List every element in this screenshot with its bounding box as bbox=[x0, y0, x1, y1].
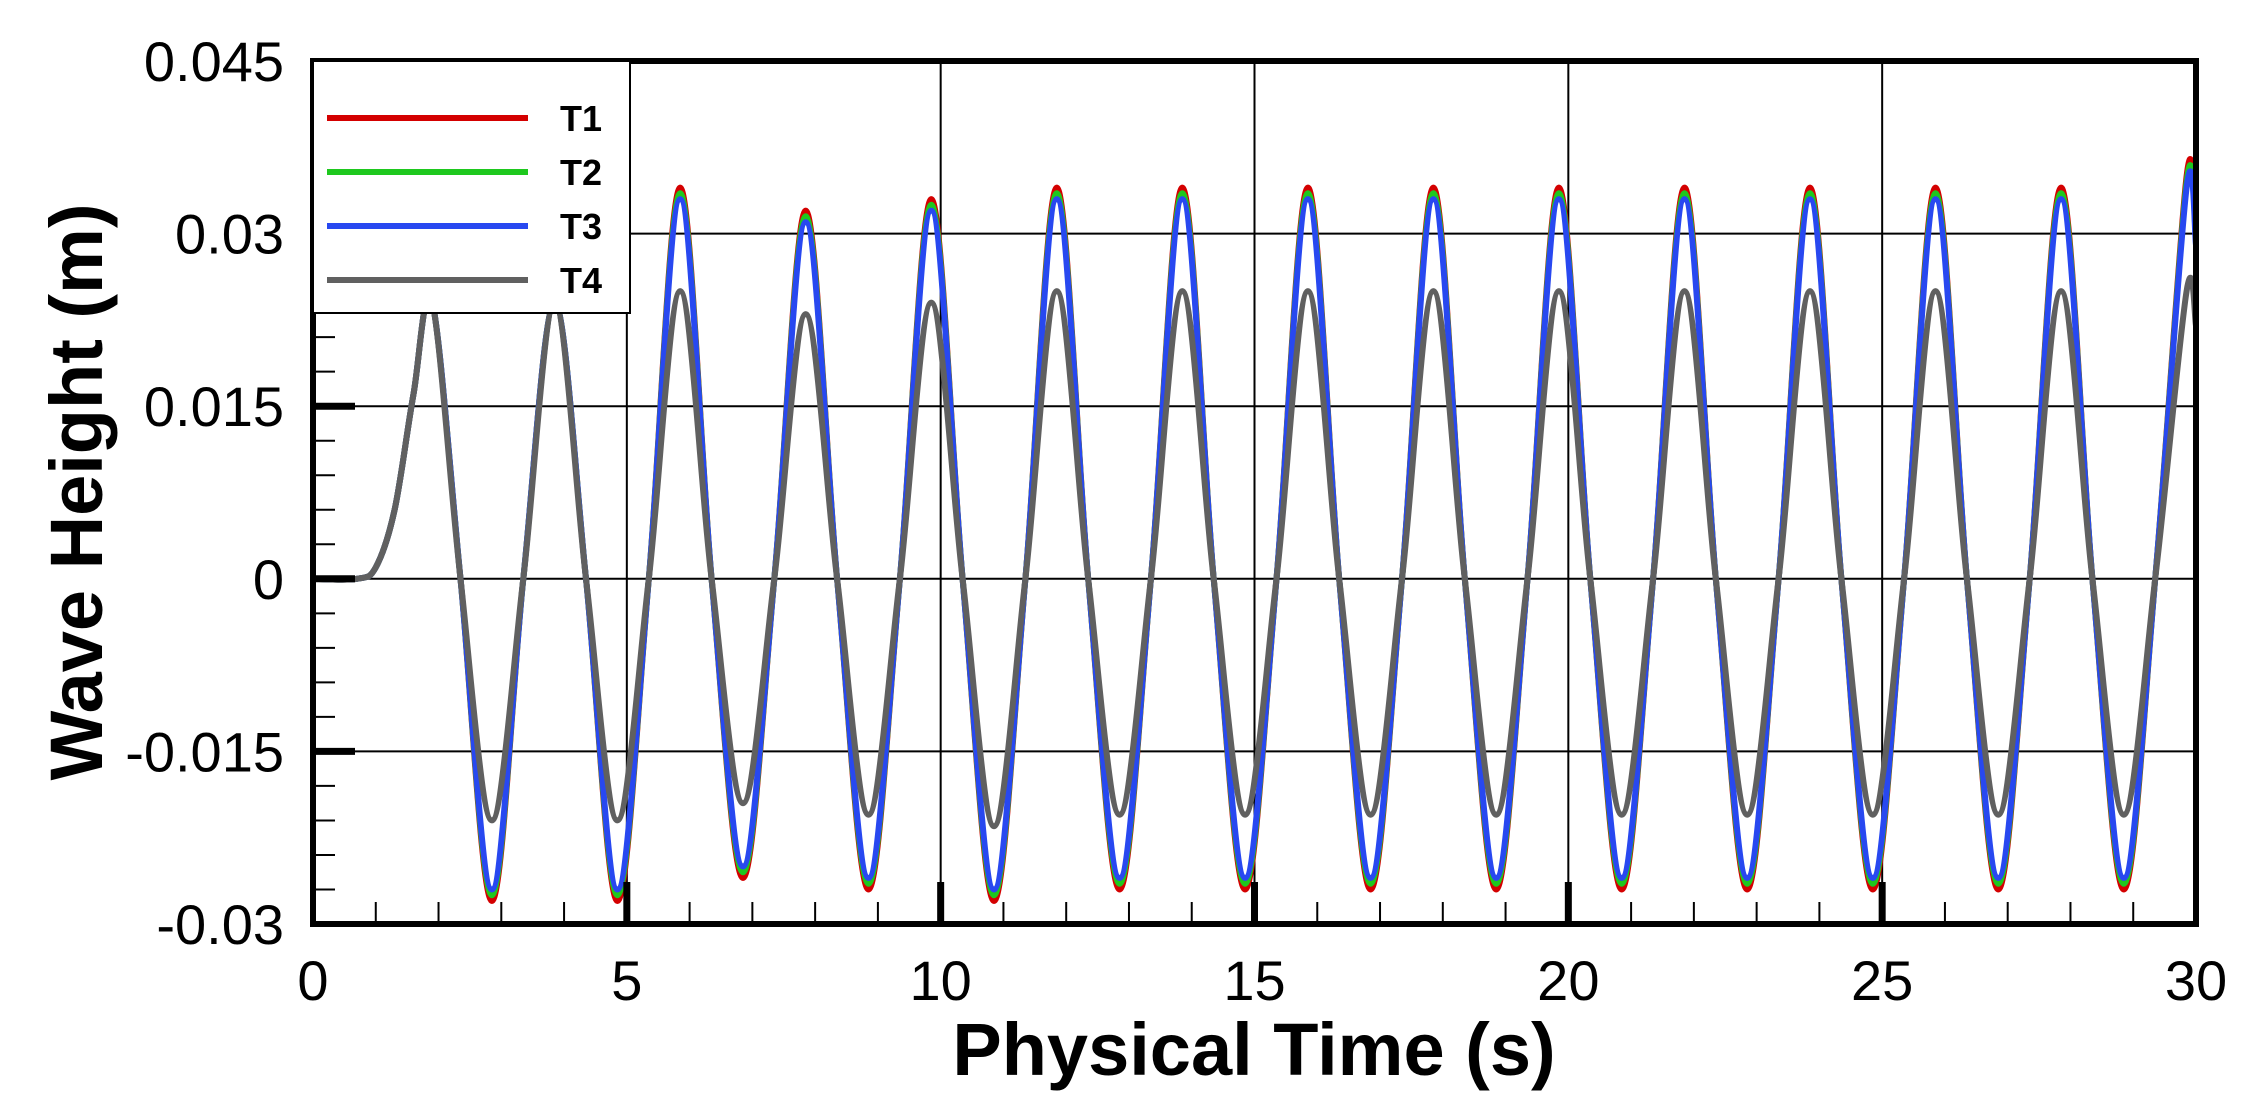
x-tick-labels: 0 5 10 15 20 25 30 bbox=[297, 949, 2227, 1012]
series-line-t4 bbox=[312, 275, 2199, 830]
y-tick-label: 0.015 bbox=[144, 375, 284, 438]
legend-box bbox=[312, 60, 631, 314]
y-tick-label: -0.03 bbox=[156, 893, 284, 956]
x-tick-label: 15 bbox=[1223, 949, 1285, 1012]
y-axis-label: Wave Height (m) bbox=[35, 204, 118, 781]
legend-label-t3: T3 bbox=[560, 206, 602, 247]
legend-label-t2: T2 bbox=[560, 152, 602, 193]
y-tick-label: 0 bbox=[253, 548, 284, 611]
x-axis-label: Physical Time (s) bbox=[952, 1008, 1555, 1091]
x-tick-label: 20 bbox=[1537, 949, 1599, 1012]
legend: T1 T2 T3 T4 bbox=[312, 60, 631, 314]
x-tick-label: 25 bbox=[1851, 949, 1913, 1012]
x-tick-label: 10 bbox=[910, 949, 972, 1012]
legend-label-t1: T1 bbox=[560, 98, 602, 139]
x-tick-label: 5 bbox=[611, 949, 642, 1012]
grid-lines bbox=[313, 61, 2196, 924]
legend-label-t4: T4 bbox=[560, 260, 602, 301]
y-tick-label: -0.015 bbox=[125, 720, 284, 783]
major-ticks bbox=[313, 230, 1886, 924]
series-layer bbox=[312, 155, 2199, 904]
y-tick-labels: 0.045 0.03 0.015 0 -0.015 -0.03 bbox=[125, 30, 284, 956]
x-tick-label: 0 bbox=[297, 949, 328, 1012]
y-tick-label: 0.045 bbox=[144, 30, 284, 93]
x-tick-label: 30 bbox=[2165, 949, 2227, 1012]
y-tick-label: 0.03 bbox=[175, 203, 284, 266]
